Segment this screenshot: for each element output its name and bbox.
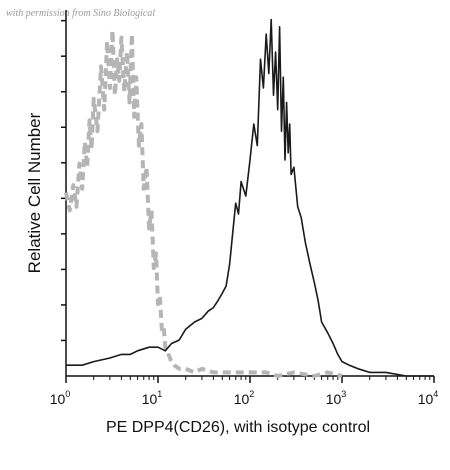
x-tick-label: 103 <box>326 389 347 407</box>
x-tick-label: 100 <box>50 389 71 407</box>
x-axis-label: PE DPP4(CD26), with isotype control <box>106 419 370 436</box>
y-axis-label: Relative Cell Number <box>25 112 44 273</box>
x-axis-tick-labels: 100 101 102 103 104 <box>50 389 439 407</box>
y-axis-ticks <box>61 19 66 342</box>
x-tick-label: 101 <box>142 389 163 407</box>
x-tick-label: 104 <box>418 389 439 407</box>
isotype-control-histogram <box>64 28 343 378</box>
watermark: with permission from Sino Biological <box>6 8 155 19</box>
x-axis-ticks <box>65 376 435 383</box>
dpp4-histogram <box>66 18 434 377</box>
x-tick-label: 102 <box>234 389 255 407</box>
series-layer <box>64 18 434 378</box>
